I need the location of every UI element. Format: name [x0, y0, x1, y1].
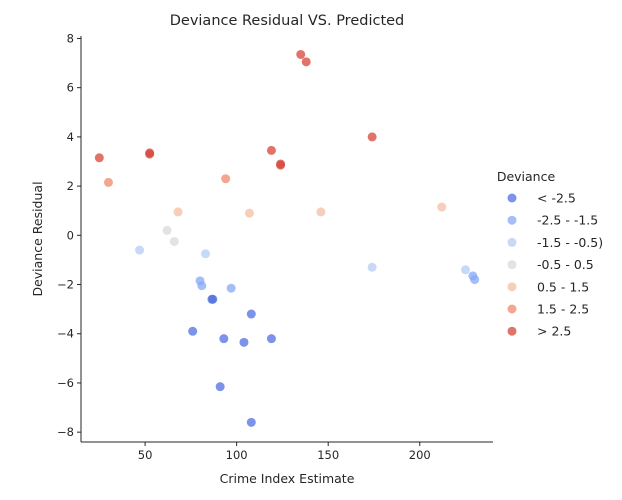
data-point — [219, 334, 229, 344]
data-point — [226, 283, 236, 293]
data-point — [169, 236, 179, 246]
y-tick-label: −4 — [57, 327, 74, 341]
data-point — [103, 177, 113, 187]
y-ticks: −8 −6 −4 −2 0 2 4 6 8 — [57, 31, 81, 439]
data-point — [246, 417, 256, 427]
y-tick-label: 2 — [67, 179, 74, 193]
data-point — [367, 132, 377, 142]
data-point — [246, 309, 256, 319]
data-point — [367, 262, 377, 272]
legend-marker — [507, 304, 517, 314]
data-point — [197, 281, 207, 291]
y-tick-label: 0 — [67, 228, 74, 242]
legend-marker — [507, 326, 517, 336]
y-tick-label: −6 — [57, 376, 74, 390]
data-point — [461, 265, 471, 275]
y-axis-label: Deviance Residual — [30, 181, 45, 296]
legend-label: > 2.5 — [537, 324, 571, 339]
legend-marker — [507, 282, 517, 292]
y-tick-label: −8 — [57, 425, 74, 439]
data-point — [316, 207, 326, 217]
x-tick-label: 200 — [409, 448, 431, 462]
data-point — [470, 275, 480, 285]
data-point — [201, 249, 211, 259]
x-tick-label: 100 — [226, 448, 248, 462]
data-point — [135, 245, 145, 255]
data-point — [94, 153, 104, 163]
x-ticks: 50 100 150 200 — [138, 442, 431, 462]
x-axis-label: Crime Index Estimate — [220, 471, 355, 486]
legend-items: < -2.5 -2.5 - -1.5 -1.5 - -0.5) -0.5 - 0.5 0… — [507, 191, 603, 339]
legend-label: -1.5 - -0.5) — [537, 235, 603, 250]
legend-marker — [507, 215, 517, 225]
legend-label: 0.5 - 1.5 — [537, 279, 589, 294]
data-point — [173, 207, 183, 217]
x-tick-label: 150 — [317, 448, 339, 462]
data-point — [296, 49, 306, 59]
y-tick-label: 8 — [67, 31, 74, 45]
data-point — [188, 326, 198, 336]
data-point — [208, 294, 218, 304]
data-point — [221, 174, 231, 184]
data-point — [162, 225, 172, 235]
y-tick-label: 4 — [67, 130, 74, 144]
y-tick-label: 6 — [67, 81, 74, 95]
legend-label: 1.5 - 2.5 — [537, 302, 589, 317]
data-point — [276, 160, 286, 170]
legend: Deviance < -2.5 -2.5 - -1.5 -1.5 - -0.5) -0… — [497, 169, 603, 339]
y-tick-label: −2 — [57, 278, 74, 292]
legend-label: < -2.5 — [537, 191, 576, 206]
data-point — [266, 334, 276, 344]
legend-label: -0.5 - 0.5 — [537, 257, 594, 272]
legend-marker — [507, 260, 517, 270]
plot-area — [94, 49, 480, 427]
data-point — [145, 148, 155, 158]
x-tick-label: 50 — [138, 448, 153, 462]
data-point — [266, 145, 276, 155]
legend-title: Deviance — [497, 169, 556, 184]
data-point — [239, 337, 249, 347]
legend-label: -2.5 - -1.5 — [537, 213, 598, 228]
data-point — [301, 57, 311, 67]
legend-marker — [507, 237, 517, 247]
data-point — [215, 382, 225, 392]
chart-title: Deviance Residual VS. Predicted — [170, 13, 405, 29]
data-point — [437, 202, 447, 212]
data-point — [244, 208, 254, 218]
legend-marker — [507, 193, 517, 203]
